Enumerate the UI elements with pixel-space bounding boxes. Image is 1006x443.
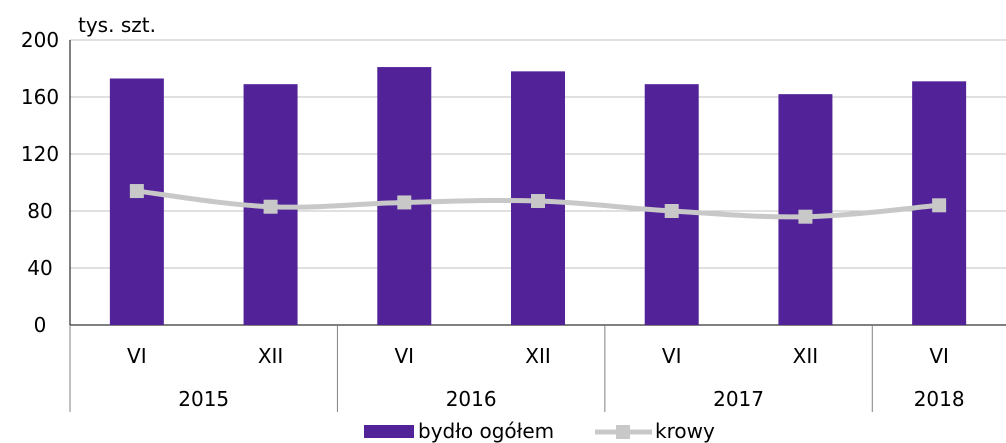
y-tick-label: 160 <box>21 85 59 109</box>
line-point <box>531 194 545 209</box>
legend: bydło ogółem krowy <box>364 419 715 443</box>
x-tick-label: VI <box>127 344 147 368</box>
legend-swatch-krowy-marker <box>616 425 630 439</box>
line-point <box>129 184 144 199</box>
line-point <box>664 204 679 218</box>
y-tick-label: 80 <box>27 199 52 223</box>
line-series <box>129 184 947 224</box>
x-tick-label: XII <box>525 344 551 368</box>
x-year-label: 2016 <box>446 387 497 411</box>
x-tick-label: VI <box>394 344 414 368</box>
y-axis-ticks: 0 40 80 120 160 200 <box>21 28 59 337</box>
legend-label-bydlo: bydło ogółem <box>418 419 554 443</box>
y-tick-label: 40 <box>27 256 52 280</box>
x-year-label: 2017 <box>713 387 764 411</box>
x-axis: VI XII VI XII VI XII VI 2015 2016 2017 2018 <box>69 325 965 412</box>
legend-swatch-bydlo <box>364 425 414 438</box>
y-unit-label: tys. szt. <box>78 13 156 37</box>
x-tick-label: XII <box>258 344 284 368</box>
bar <box>778 94 833 326</box>
x-tick-label: VI <box>662 344 682 368</box>
line-point <box>263 199 278 214</box>
x-year-label: 2015 <box>178 387 229 411</box>
x-year-label: 2018 <box>914 387 965 411</box>
y-tick-label: 200 <box>21 28 59 52</box>
bar <box>109 78 164 325</box>
y-tick-label: 120 <box>21 142 59 166</box>
x-tick-label: VI <box>929 344 949 368</box>
x-tick-label: XII <box>793 344 819 368</box>
legend-label-krowy: krowy <box>655 419 715 443</box>
line-point <box>397 195 412 210</box>
y-tick-label: 0 <box>34 313 47 337</box>
line-point <box>932 198 947 213</box>
line-point <box>798 209 813 224</box>
